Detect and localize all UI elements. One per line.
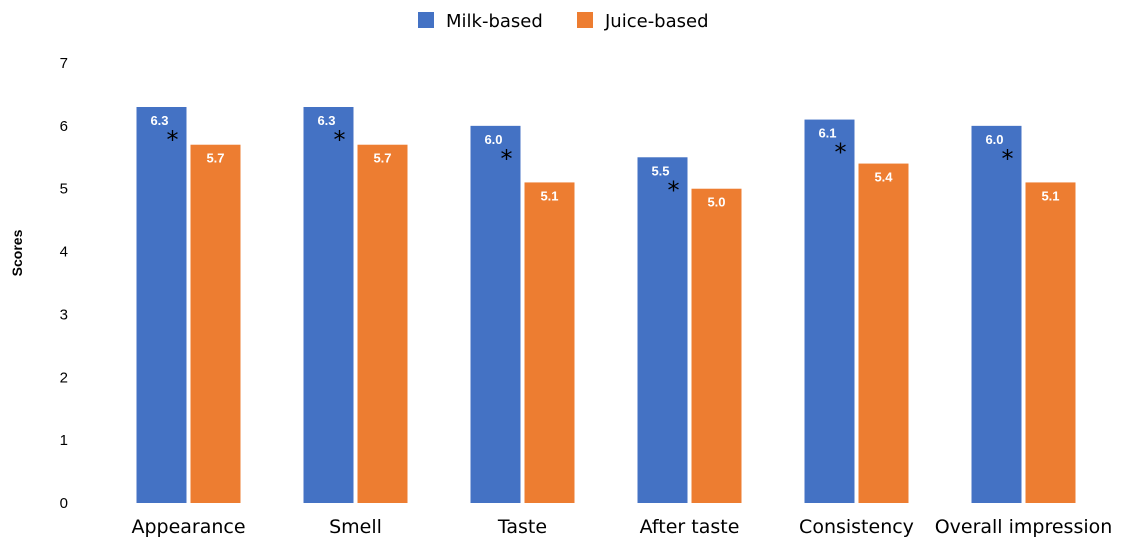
data-label: 6.0 [484,132,502,147]
data-label: 5.1 [540,188,558,203]
data-label: 6.3 [150,113,168,128]
significance-marker: * [835,139,847,167]
x-axis-ticks: Appearance Smell Taste After taste Consisten… [131,516,1112,538]
data-label: 6.3 [317,113,335,128]
bar-juice-based [190,144,241,503]
legend-label-juice-based: Juice-based [604,11,709,32]
significance-marker: * [334,126,346,154]
y-tick-label: 2 [60,369,68,386]
significance-marker: * [1002,145,1014,173]
significance-marker: * [668,176,680,204]
bar-juice-based [1025,182,1076,503]
bar-milk-based [470,125,521,503]
x-tick-label: Smell [329,516,382,538]
y-tick-label: 6 [60,118,68,135]
legend-label-milk-based: Milk-based [446,11,543,32]
y-axis-ticks: 0 1 2 3 4 5 6 7 [60,55,68,512]
legend-swatch-juice-based [577,12,593,28]
data-labels: 6.3*5.76.3*5.76.0*5.15.5* 5.06.1*5.46.0*5… [150,113,1059,210]
x-tick-label: Consistency [799,516,914,538]
data-label: 6.0 [985,132,1003,147]
legend: Milk-based Juice-based [418,11,709,32]
bar-juice-based [357,144,408,503]
x-tick-label: Overall impression [935,516,1113,538]
y-tick-label: 4 [60,244,68,261]
x-tick-label: After taste [640,516,740,538]
bar-milk-based [804,119,855,504]
y-tick-label: 3 [60,306,68,323]
data-label: 5.0 [707,195,725,210]
bar-milk-based [136,107,187,503]
x-tick-label: Taste [497,516,547,538]
x-tick-label: Appearance [131,516,245,538]
y-tick-label: 5 [60,181,68,198]
y-axis-label: Scores [9,229,25,276]
data-label: 5.4 [874,170,893,185]
data-label: 5.7 [373,151,391,166]
bar-juice-based [858,163,909,504]
data-label: 5.1 [1041,188,1059,203]
bar-juice-based [524,182,575,503]
y-tick-label: 0 [60,495,68,512]
bar-milk-based [971,125,1022,503]
bars [136,107,1076,504]
significance-marker: * [501,145,513,173]
y-tick-label: 7 [60,55,68,72]
bar-milk-based [303,107,354,503]
data-label: 6.1 [818,126,836,141]
data-label: 5.7 [206,151,224,166]
bar-milk-based [637,157,688,504]
data-label: 5.5 [651,163,669,178]
legend-swatch-milk-based [418,12,434,28]
y-tick-label: 1 [60,432,68,449]
significance-marker: * [167,126,179,154]
bar-juice-based [691,188,742,503]
